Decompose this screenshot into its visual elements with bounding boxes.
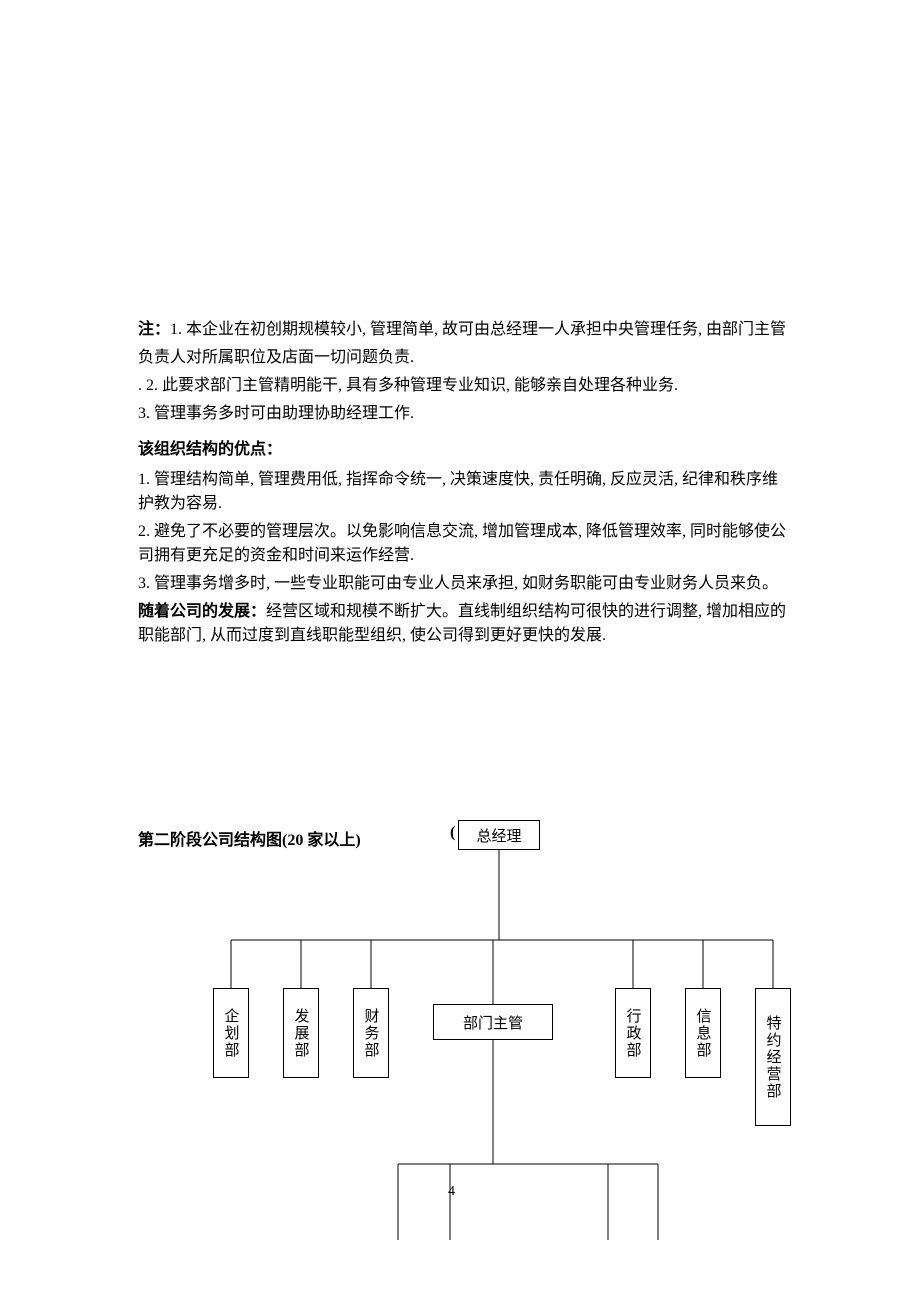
connector-lines (138, 820, 838, 1270)
page-number: 4 (448, 1184, 455, 1200)
note-paragraph-1: 注：1. 本企业在初创期规模较小, 管理简单, 故可由总经理一人承担中央管理任务… (138, 316, 788, 372)
document-body: 注：1. 本企业在初创期规模较小, 管理简单, 故可由总经理一人承担中央管理任务… (138, 316, 788, 648)
note-item-1: 1. 本企业在初创期规模较小, 管理简单, 故可由总经理一人承担中央管理任务, … (138, 321, 786, 366)
note-item-3: 3. 管理事务多时可由助理协助经理工作. (138, 400, 788, 428)
development-label: 随着公司的发展： (138, 603, 266, 620)
advantages-title: 该组织结构的优点： (138, 436, 788, 464)
note-item-2: . 2. 此要求部门主管精明能干, 具有多种管理专业知识, 能够亲自处理各种业务… (138, 372, 788, 400)
advantage-3: 3. 管理事务增多时, 一些专业职能可由专业人员来承担, 如财务职能可由专业财务… (138, 572, 788, 596)
note-label: 注： (138, 321, 170, 338)
org-chart: 第二阶段公司结构图(20 家以上) ( 总经理 企划部 发展部 财务部 部门主管… (138, 820, 838, 1270)
advantage-4: 随着公司的发展：经营区域和规模不断扩大。直线制组织结构可很快的进行调整, 增加相… (138, 600, 788, 648)
advantage-2: 2. 避免了不必要的管理层次。以免影响信息交流, 增加管理成本, 降低管理效率,… (138, 520, 788, 568)
advantage-1: 1. 管理结构简单, 管理费用低, 指挥命令统一, 决策速度快, 责任明确, 反… (138, 468, 788, 516)
